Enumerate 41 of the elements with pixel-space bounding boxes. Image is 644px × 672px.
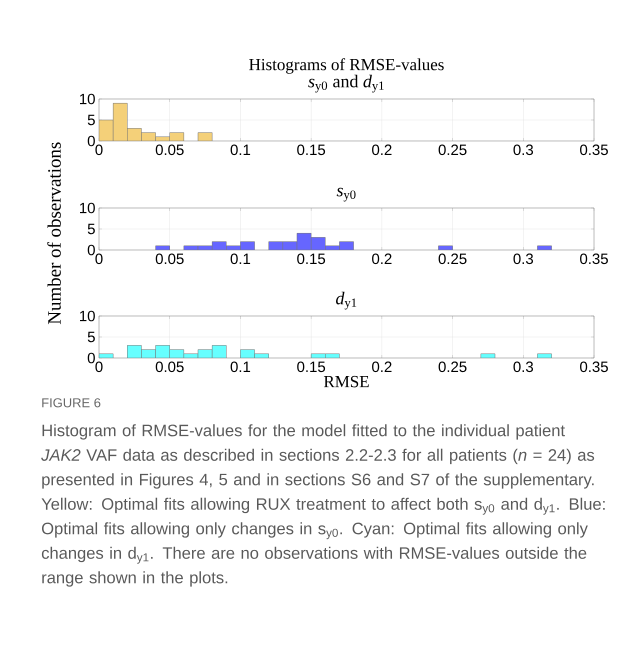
x-tick-label: 0.35	[580, 144, 608, 156]
x-tick-label: 0.15	[297, 144, 326, 156]
y-tick-label: 0	[88, 136, 95, 146]
chart-title: d$_{y1}$	[336, 292, 356, 310]
y-axis-title: Number of observations	[47, 142, 61, 324]
x-tick-label: 0.15	[297, 362, 326, 372]
x-tick-label: 0.05	[156, 254, 184, 264]
y-tick-label: 0	[88, 352, 95, 364]
x-tick-label: 0	[95, 144, 103, 156]
x-tick-label: 0.35	[580, 362, 608, 372]
x-tick-label: 0.35	[580, 254, 608, 264]
x-tick-label: 0.15	[297, 254, 326, 264]
text: Histogram of RMSE-values for the model fitted to the individual patient JAK2 VAF data as described in sections 2.2-2.3 for all patients (n = 24) as presented in Figures 4, 5 and in sections S6 and S7 of the supplementary. Yellow: Optimal fits allowing RUX treatment to affect both s$_{y0}$ and d$_{y1}$. Blue: Optimal fits allowing only changes in s$_{y0}$. Cyan: Optimal fits allowing only changes in d$_{y1}$. There are no observations with RMSE-values outside the range shown in the plots.	[41, 424, 605, 587]
y-tick-label: 5	[88, 114, 95, 126]
x-tick-label: 0.05	[156, 144, 184, 156]
x-tick-label: 0.3	[513, 254, 534, 264]
y-tick-label: 5	[88, 224, 95, 234]
x-tick-label: 0.1	[230, 144, 250, 156]
x-axis-title: RMSE	[324, 376, 369, 388]
x-tick-label: 0.05	[156, 362, 184, 372]
x-tick-label: 0.3	[513, 362, 534, 372]
caption: FIGURE 6	[42, 398, 100, 408]
x-tick-label: 0.1	[230, 362, 250, 372]
x-tick-label: 0.25	[438, 254, 466, 264]
x-tick-label: 0.1	[230, 254, 250, 264]
y-tick-label: 5	[88, 332, 95, 342]
y-tick-label: 10	[80, 310, 95, 322]
x-tick-label: 0.2	[372, 144, 392, 156]
chart-subtitle: s$_{y0}$ and d$_{y1}$	[308, 74, 384, 92]
x-tick-label: 0.25	[438, 362, 466, 372]
y-tick-label: 10	[80, 94, 95, 104]
x-tick-label: 0.2	[372, 254, 392, 264]
x-tick-label: 0.2	[372, 362, 392, 372]
x-tick-label: 0	[95, 362, 103, 372]
x-tick-label: 0.3	[513, 144, 534, 156]
x-tick-label: 0.25	[438, 144, 466, 156]
y-tick-label: 0	[88, 244, 95, 256]
x-tick-label: 0	[95, 254, 103, 264]
y-tick-label: 10	[80, 202, 95, 214]
chart-title: s$_{y0}$	[336, 188, 356, 202]
chart-title: Histograms of RMSE-values	[249, 58, 444, 74]
